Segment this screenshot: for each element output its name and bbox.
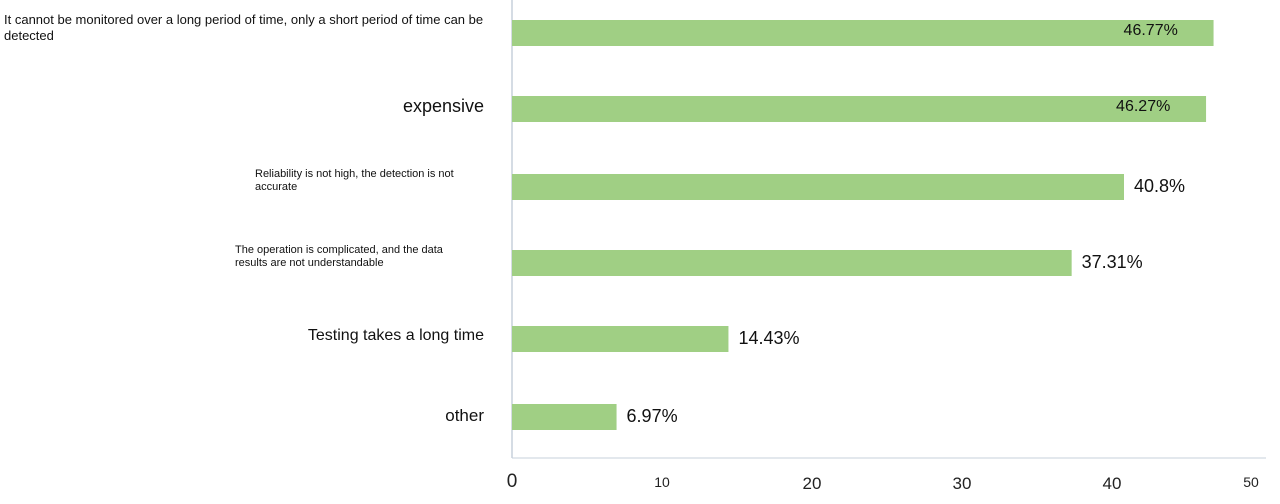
category-label: other	[445, 406, 484, 425]
bar	[512, 326, 729, 352]
bar	[512, 20, 1214, 46]
bar	[512, 404, 617, 430]
data-label: 46.27%	[1116, 98, 1171, 115]
data-label: 40.8%	[1134, 176, 1186, 196]
x-tick-label: 10	[654, 474, 670, 490]
category-label: It cannot be monitored over a long perio…	[4, 12, 484, 43]
x-tick-label: 0	[506, 471, 518, 492]
x-tick-label: 50	[1243, 474, 1259, 490]
category-label: Reliability is not high, the detection i…	[255, 168, 454, 194]
x-tick-label: 20	[802, 474, 822, 493]
bar	[512, 250, 1072, 276]
bar	[512, 96, 1207, 122]
category-label: Testing takes a long time	[307, 327, 484, 344]
data-label: 6.97%	[626, 406, 678, 426]
category-label: The operation is complicated, and the da…	[235, 244, 443, 270]
data-label: 14.43%	[738, 328, 800, 348]
x-tick-label: 40	[1102, 474, 1122, 493]
x-tick-label: 30	[952, 474, 972, 493]
category-label: expensive	[402, 96, 484, 116]
bar	[512, 174, 1124, 200]
data-label: 46.77%	[1123, 22, 1178, 39]
data-label: 37.31%	[1081, 252, 1143, 272]
